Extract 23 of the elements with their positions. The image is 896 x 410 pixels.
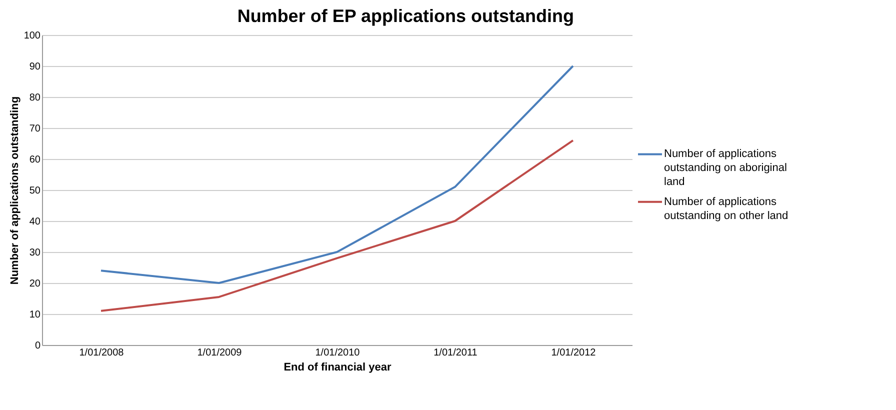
x-tick-label: 1/01/2009 [197,348,242,358]
y-tick-label: 70 [29,124,41,134]
y-tick-label: 50 [29,186,41,196]
y-tick-label: 90 [29,62,41,72]
y-tick-label: 60 [29,154,41,166]
chart-title: Number of EP applications outstanding [237,6,574,26]
y-tick-label: 80 [29,92,41,104]
y-tick-label: 100 [24,30,41,42]
x-tick-label: 1/01/2011 [434,348,478,358]
x-tick-label: 1/01/2010 [315,348,360,358]
x-axis-title: End of financial year [284,362,392,374]
x-tick-label: 1/01/2008 [79,348,124,358]
x-tick-label: 1/01/2012 [551,348,596,358]
legend-label: Number of applications outstanding on aboriginal land [664,148,787,188]
line-series [100,139,574,312]
y-tick-label: 20 [29,278,41,290]
y-tick-label: 30 [29,248,41,258]
y-tick-label: 0 [34,340,41,352]
y-axis-title: Number of applications outstanding [8,96,21,285]
y-tick-label: 10 [29,310,41,320]
legend-label: Number of applications outstanding on other land [664,196,788,222]
y-tick-label: 40 [29,216,41,228]
line-series [100,65,574,284]
